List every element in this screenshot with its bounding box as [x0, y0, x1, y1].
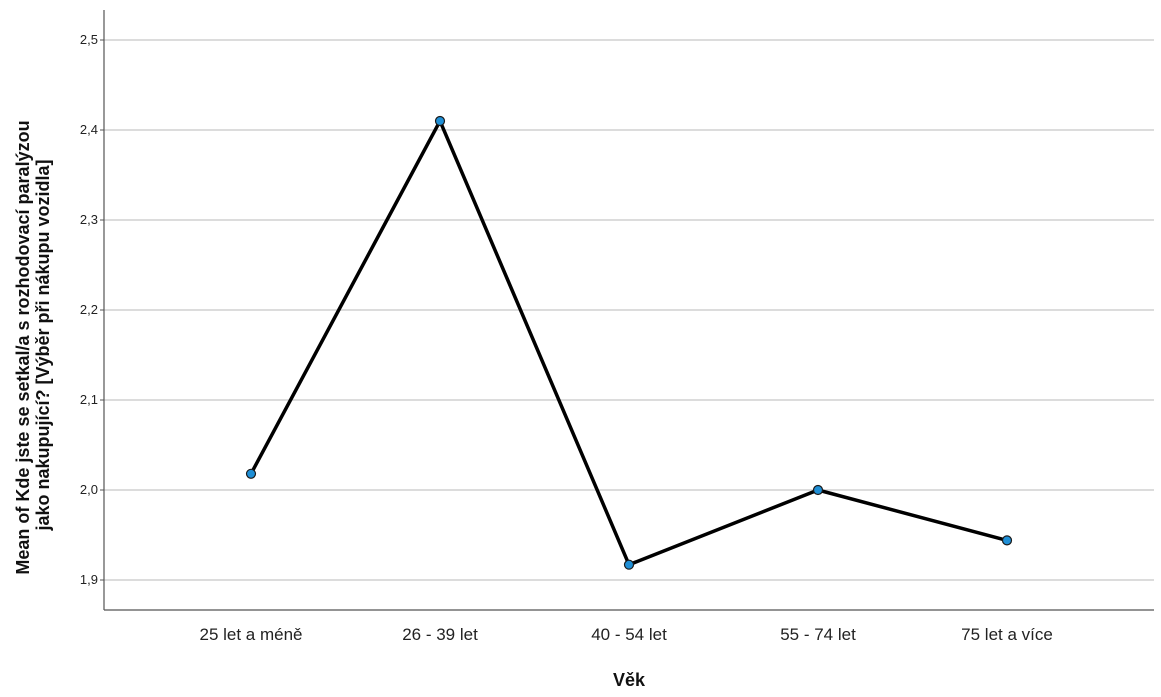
y-tick-label: 2,4 — [80, 122, 98, 137]
data-points — [245, 115, 1013, 570]
x-tick-label: 26 - 39 let — [402, 625, 478, 644]
y-tick-label: 1,9 — [80, 572, 98, 587]
y-axis-title: Mean of Kde jste se setkal/a s rozhodova… — [13, 115, 53, 574]
y-tick-labels: 1,9 2,0 2,1 2,2 2,3 2,4 2,5 — [80, 32, 98, 587]
y-tick-label: 2,3 — [80, 212, 98, 227]
x-tick-label: 25 let a méně — [199, 625, 302, 644]
series-line — [249, 119, 1008, 567]
axes — [103, 10, 1154, 611]
data-point — [434, 115, 446, 127]
x-tick-labels: 25 let a méně 26 - 39 let 40 - 54 let 55 - … — [199, 625, 1052, 644]
series — [249, 119, 1008, 567]
x-tick-label: 55 - 74 let — [780, 625, 856, 644]
data-point — [1001, 535, 1013, 546]
y-tick-label: 2,5 — [80, 32, 98, 47]
x-tick-label: 75 let a více — [961, 625, 1053, 644]
x-tick-label: 40 - 54 let — [591, 625, 667, 644]
data-point — [812, 484, 824, 496]
gridlines — [100, 39, 1154, 581]
y-tick-label: 2,2 — [80, 302, 98, 317]
y-axis-title-line-2: jako nakupující? [Výběr při nákupu vozid… — [33, 159, 53, 531]
x-axis-title: Věk — [613, 670, 646, 690]
data-point — [623, 559, 635, 570]
y-tick-label: 2,1 — [80, 392, 98, 407]
y-tick-label: 2,0 — [80, 482, 98, 497]
y-axis-title-line-1: Mean of Kde jste se setkal/a s rozhodova… — [13, 120, 33, 574]
data-point — [245, 468, 257, 479]
